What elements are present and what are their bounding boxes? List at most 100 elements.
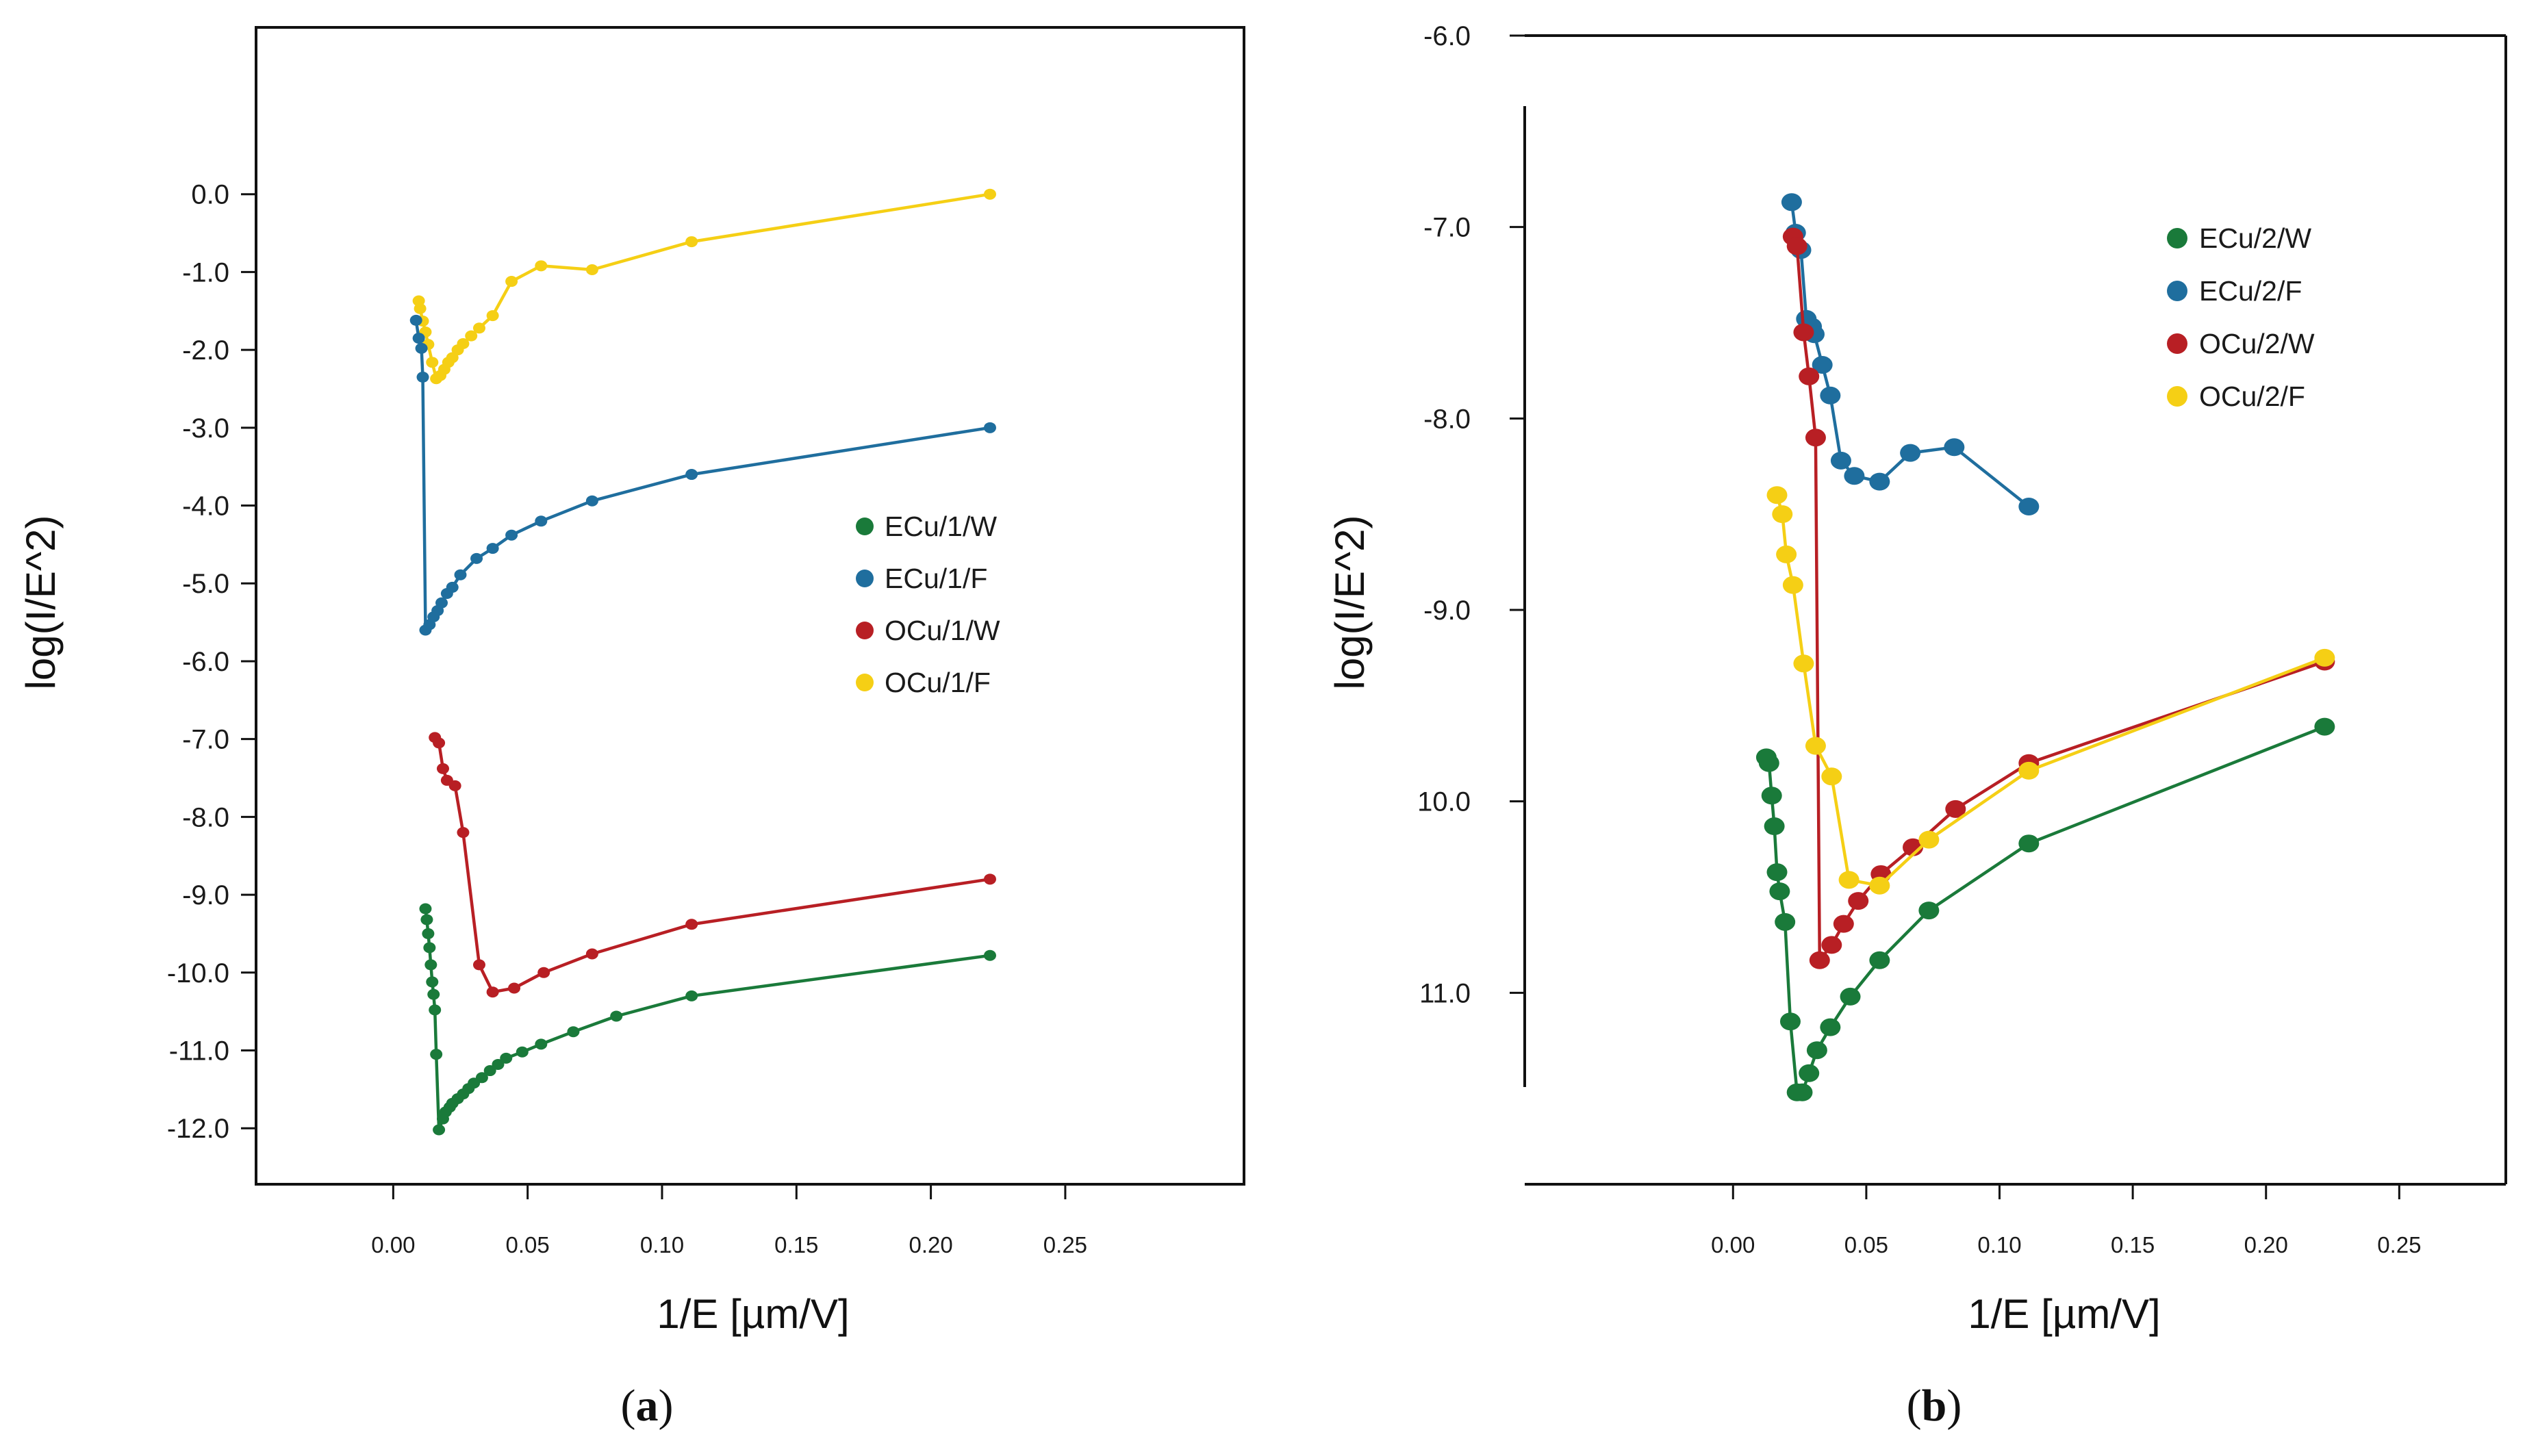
- data-point: [1869, 876, 1890, 895]
- legend-label: OCu/1/W: [885, 615, 1000, 646]
- x-tick-label: 0.25: [2377, 1232, 2421, 1257]
- data-point: [457, 338, 470, 350]
- y-axis-label: log(I/E^2): [18, 515, 64, 690]
- data-point: [2018, 497, 2040, 515]
- legend-marker: [856, 570, 874, 587]
- y-tick-label: -9.0: [182, 880, 229, 910]
- data-point: [983, 949, 996, 961]
- data-point: [1781, 193, 1802, 212]
- data-point: [1809, 951, 1830, 969]
- data-point: [1820, 386, 1841, 405]
- data-point: [983, 422, 996, 433]
- data-point: [1869, 472, 1890, 491]
- legend-label: OCu/2/W: [2199, 328, 2315, 359]
- y-tick-label: -3.0: [182, 413, 229, 444]
- y-axis-label: log(I/E^2): [1327, 515, 1373, 690]
- data-point: [1779, 1012, 1801, 1031]
- data-point: [1782, 576, 1803, 594]
- data-point: [1805, 737, 1826, 755]
- x-tick-label: 0.10: [640, 1232, 684, 1257]
- data-point: [505, 276, 518, 288]
- y-tick-label: -1.0: [182, 257, 229, 288]
- data-point: [1918, 830, 1940, 849]
- data-point: [1772, 505, 1793, 524]
- series-line: [417, 192, 991, 381]
- data-point: [535, 1038, 548, 1050]
- legend-marker: [856, 674, 874, 691]
- series-line: [433, 737, 991, 994]
- y-tick-label: -10.0: [167, 958, 229, 988]
- data-point: [492, 1058, 505, 1070]
- data-point: [1769, 882, 1790, 901]
- data-point: [1776, 545, 1797, 563]
- data-point: [433, 1124, 446, 1136]
- data-point: [454, 569, 467, 580]
- legend: ECu/2/W ECu/2/F OCu/2/W OCu/2/F: [2167, 222, 2315, 412]
- legend-marker: [856, 622, 874, 639]
- data-point: [1806, 1041, 1827, 1060]
- data-point: [585, 495, 598, 507]
- data-point: [414, 303, 427, 314]
- data-point: [2018, 761, 2040, 780]
- x-tick-label: 0.15: [2111, 1232, 2155, 1257]
- y-tick-label: -6.0: [1423, 21, 1471, 51]
- y-tick-label: -7.0: [182, 725, 229, 755]
- y-tick-label: -5.0: [182, 569, 229, 599]
- series-line: [1775, 494, 2326, 887]
- data-point: [1900, 444, 1921, 462]
- data-point: [1848, 892, 1869, 910]
- data-point: [1821, 936, 1842, 954]
- data-point: [610, 1010, 623, 1022]
- data-point: [470, 552, 483, 564]
- data-point: [1945, 800, 1966, 818]
- data-point: [1944, 438, 1965, 457]
- x-tick-label: 0.25: [1043, 1232, 1087, 1257]
- series-line: [1764, 725, 2326, 1095]
- data-point: [505, 529, 518, 541]
- x-axis-label: 1/E [µm/V]: [1968, 1291, 2160, 1337]
- data-point: [585, 264, 598, 276]
- y-tick-label: -8.0: [182, 802, 229, 832]
- data-point: [983, 188, 996, 200]
- legend-marker: [2167, 386, 2187, 407]
- data-point: [537, 967, 550, 978]
- legend-label: ECu/1/F: [885, 563, 987, 594]
- data-point: [486, 543, 499, 554]
- data-point: [1775, 912, 1796, 931]
- panel-label: (a): [621, 1381, 674, 1431]
- data-point: [1820, 1018, 1841, 1036]
- data-point: [535, 515, 548, 527]
- series-ecu-1-f: [409, 314, 996, 636]
- legend-marker: [2167, 333, 2187, 354]
- series-ecu-2-f: [1781, 193, 2040, 515]
- data-point: [448, 780, 461, 791]
- data-point: [422, 928, 435, 939]
- chart-panel-a: 0.0 -1.0 -2.0 -3.0 -4.0 -5.0 -6.0 -7.0 -8.0 -9.0 -…: [18, 26, 1245, 1431]
- y-tick-label: -12.0: [167, 1114, 229, 1144]
- legend-marker: [2167, 281, 2187, 301]
- data-point: [500, 1052, 513, 1064]
- data-point: [1844, 467, 1865, 485]
- data-point: [436, 763, 449, 774]
- data-point: [415, 342, 428, 354]
- data-point: [486, 310, 499, 322]
- data-point: [1786, 237, 1807, 255]
- legend: ECu/1/W ECu/1/F OCu/1/W OCu/1/F: [856, 511, 1000, 698]
- data-point: [435, 597, 448, 609]
- data-point: [983, 873, 996, 885]
- data-point: [535, 260, 548, 272]
- legend-label: ECu/1/W: [885, 511, 997, 542]
- data-point: [1766, 486, 1788, 505]
- y-tick-label: -8.0: [1423, 404, 1471, 434]
- data-point: [420, 914, 433, 925]
- data-point: [424, 959, 437, 971]
- x-tick-label: 0.10: [1977, 1232, 2021, 1257]
- x-tick-label: 0.15: [774, 1232, 818, 1257]
- x-tick-label: 0.00: [1711, 1232, 1755, 1257]
- data-point: [465, 330, 478, 342]
- panel-label: (b): [1907, 1381, 1962, 1431]
- data-point: [486, 986, 499, 998]
- legend-label: OCu/1/F: [885, 667, 991, 698]
- series-ocu-2-f: [1766, 486, 2335, 895]
- data-point: [475, 1072, 488, 1084]
